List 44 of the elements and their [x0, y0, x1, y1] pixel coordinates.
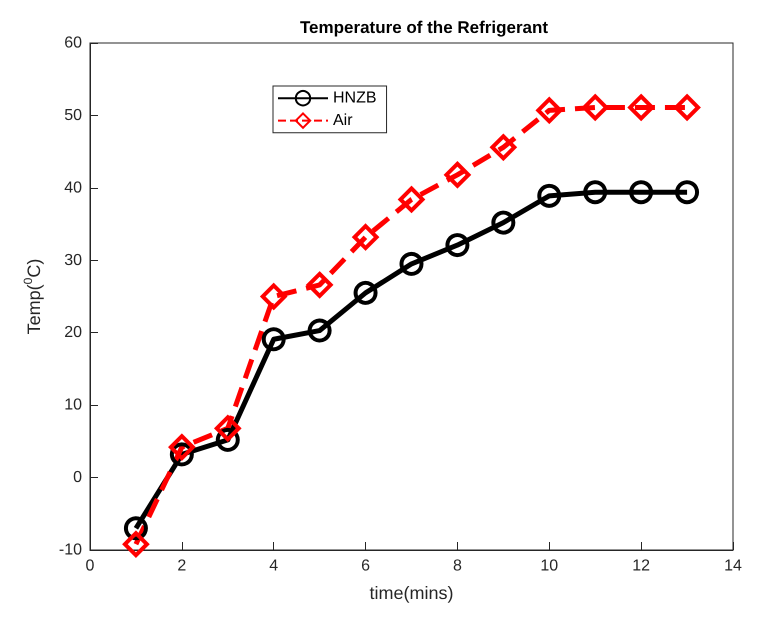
- y-tick-label: 0: [73, 469, 82, 486]
- point: [444, 162, 470, 188]
- x-tick-label: 14: [724, 558, 742, 574]
- y-axis-title: Temp(0C): [21, 258, 44, 334]
- point: [400, 252, 424, 276]
- y-tick-label: 10: [64, 396, 82, 414]
- point: [306, 272, 333, 298]
- point: [168, 434, 195, 460]
- y-tick-label: -10: [58, 542, 82, 558]
- y-tick-label: 20: [64, 324, 82, 342]
- point: [583, 180, 608, 204]
- chart-title: Temperature of the Refrigerant: [300, 18, 548, 37]
- point: [582, 94, 608, 120]
- x-axis-title: time(mins): [370, 583, 454, 603]
- y-tick-label: 40: [64, 179, 82, 196]
- x-tick-label: 12: [632, 558, 650, 574]
- point: [675, 180, 700, 204]
- point: [260, 284, 287, 310]
- y-tick-label: 60: [64, 34, 82, 52]
- legend-label: HNZB: [333, 90, 377, 107]
- point: [308, 318, 332, 343]
- x-tick-label: 10: [540, 558, 558, 574]
- point: [491, 210, 516, 235]
- x-tick-label: 2: [177, 558, 186, 574]
- point: [398, 186, 424, 212]
- point: [352, 224, 379, 250]
- x-tick-label: 6: [361, 558, 370, 574]
- point: [445, 233, 470, 258]
- point: [214, 415, 241, 442]
- x-tick-label: 4: [269, 558, 278, 574]
- y-tick-label: 30: [64, 252, 82, 269]
- legend-label: Air: [333, 112, 354, 130]
- point: [122, 531, 149, 558]
- point: [628, 94, 654, 120]
- point: [629, 180, 654, 204]
- point: [536, 97, 562, 124]
- point: [674, 94, 700, 120]
- y-tick-label: 50: [64, 106, 82, 124]
- x-tick-label: 0: [86, 558, 95, 574]
- point: [490, 134, 516, 160]
- x-tick-label: 8: [452, 558, 462, 574]
- point: [354, 280, 378, 305]
- point: [537, 184, 562, 208]
- point: [262, 327, 286, 352]
